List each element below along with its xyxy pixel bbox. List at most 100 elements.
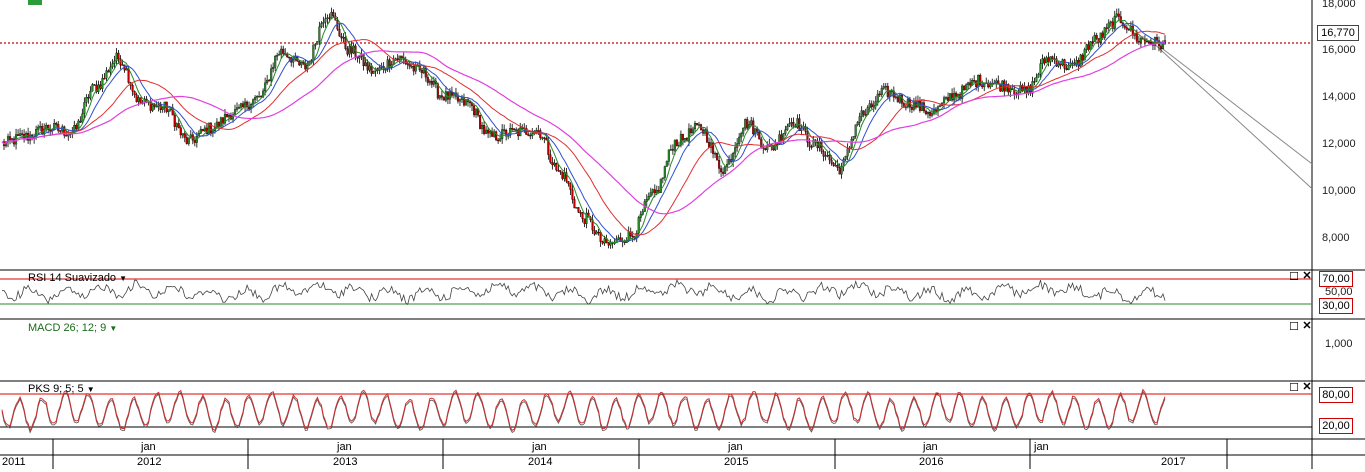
candle-body <box>511 128 514 130</box>
candle-body <box>808 142 811 147</box>
rsi-level-50: 50,00 <box>1325 286 1353 298</box>
dropdown-caret-icon[interactable]: ▼ <box>109 324 118 333</box>
candle-body <box>175 123 178 127</box>
candle-body <box>358 56 361 59</box>
candle-body <box>826 154 829 157</box>
candle-body <box>569 183 572 190</box>
candle-body <box>27 133 30 141</box>
rsi-panel-title[interactable]: RSI 14 Suavizado ▼ <box>28 272 127 285</box>
pks-panel-title[interactable]: PKS 9; 5; 5 ▼ <box>28 383 95 396</box>
y-tick-8000: 8,000 <box>1322 232 1350 244</box>
candle-body <box>105 70 108 79</box>
candle-body <box>65 135 68 137</box>
candle-body <box>965 84 968 91</box>
candle-body <box>1089 41 1092 50</box>
x-axis-layer <box>52 439 1228 469</box>
candle-body <box>1045 57 1048 64</box>
candle-body <box>1145 41 1148 43</box>
candle-body <box>947 97 950 101</box>
candle-body <box>438 95 441 99</box>
candle-body <box>878 93 881 96</box>
candle-body <box>1159 45 1163 50</box>
candle-body <box>910 107 913 110</box>
candle-body <box>645 198 648 202</box>
candle-body <box>298 61 301 66</box>
candle-body <box>788 123 791 127</box>
candle-body <box>193 139 196 143</box>
candle-body <box>607 242 610 246</box>
close-rsi-icon[interactable]: ✕ <box>1302 270 1312 282</box>
candle-body <box>318 26 321 42</box>
candle-body <box>824 155 827 157</box>
ma-mid-line <box>1 30 1166 236</box>
macd-label: MACD 26; 12; 9 <box>28 322 107 334</box>
maximize-pks-icon[interactable]: ☐ <box>1289 382 1299 394</box>
candle-body <box>563 172 566 179</box>
candle-body <box>872 105 875 108</box>
last-price-badge: 16,770 <box>1317 25 1359 41</box>
candle-body <box>597 231 600 234</box>
candle-body <box>675 139 678 147</box>
candle-body <box>629 231 632 237</box>
candle-body <box>874 101 877 106</box>
candle-body <box>302 62 305 64</box>
candle-body <box>497 139 500 142</box>
candle-body <box>665 161 668 167</box>
candle-body <box>39 126 42 128</box>
candle-body <box>217 121 220 127</box>
candle-body <box>19 133 22 136</box>
candle-body <box>595 231 598 235</box>
candle-body <box>951 93 954 101</box>
candle-body <box>977 74 980 87</box>
close-macd-icon[interactable]: ✕ <box>1302 320 1312 332</box>
candle-body <box>738 136 741 144</box>
candle-body <box>1099 32 1102 43</box>
candle-body <box>103 78 106 80</box>
candle-body <box>77 120 80 129</box>
candle-body <box>276 55 279 57</box>
candle-body <box>426 77 429 83</box>
candle-body <box>89 91 92 99</box>
candle-body <box>541 137 544 139</box>
candle-body <box>101 78 104 89</box>
candle-body <box>567 180 570 184</box>
close-pks-icon[interactable]: ✕ <box>1302 381 1312 393</box>
candle-body <box>579 212 582 214</box>
candle-body <box>131 84 134 92</box>
dropdown-caret-icon[interactable]: ▼ <box>119 274 128 283</box>
candle-body <box>553 162 556 166</box>
candle-body <box>258 95 261 98</box>
y-tick-14000: 14,000 <box>1322 91 1356 103</box>
candle-body <box>752 120 755 135</box>
candle-body <box>161 107 164 110</box>
rsi-line <box>1 279 1166 306</box>
candle-body <box>485 129 488 134</box>
maximize-macd-icon[interactable]: ☐ <box>1289 321 1299 333</box>
candle-body <box>1113 16 1116 29</box>
candle-body <box>1067 65 1070 71</box>
candle-body <box>724 166 727 174</box>
candle-body <box>691 128 695 134</box>
maximize-rsi-icon[interactable]: ☐ <box>1289 271 1299 283</box>
candle-body <box>63 126 66 136</box>
candle-body <box>37 126 40 130</box>
candle-body <box>858 116 861 123</box>
candle-body <box>732 153 735 162</box>
candle-body <box>784 129 787 134</box>
candle-body <box>583 218 586 224</box>
candle-body <box>1003 80 1006 92</box>
candle-body <box>593 229 596 235</box>
candle-body <box>928 112 932 116</box>
x-month-label: jan <box>141 441 156 453</box>
candle-body <box>91 84 94 92</box>
candle-body <box>695 123 699 125</box>
macd-panel-title[interactable]: MACD 26; 12; 9 ▼ <box>28 322 117 335</box>
candle-body <box>1033 81 1036 83</box>
candle-body <box>860 110 863 117</box>
candle-body <box>151 104 154 111</box>
dropdown-caret-icon[interactable]: ▼ <box>86 385 95 394</box>
candle-body <box>953 92 956 101</box>
pks-label: PKS 9; 5; 5 <box>28 383 84 395</box>
